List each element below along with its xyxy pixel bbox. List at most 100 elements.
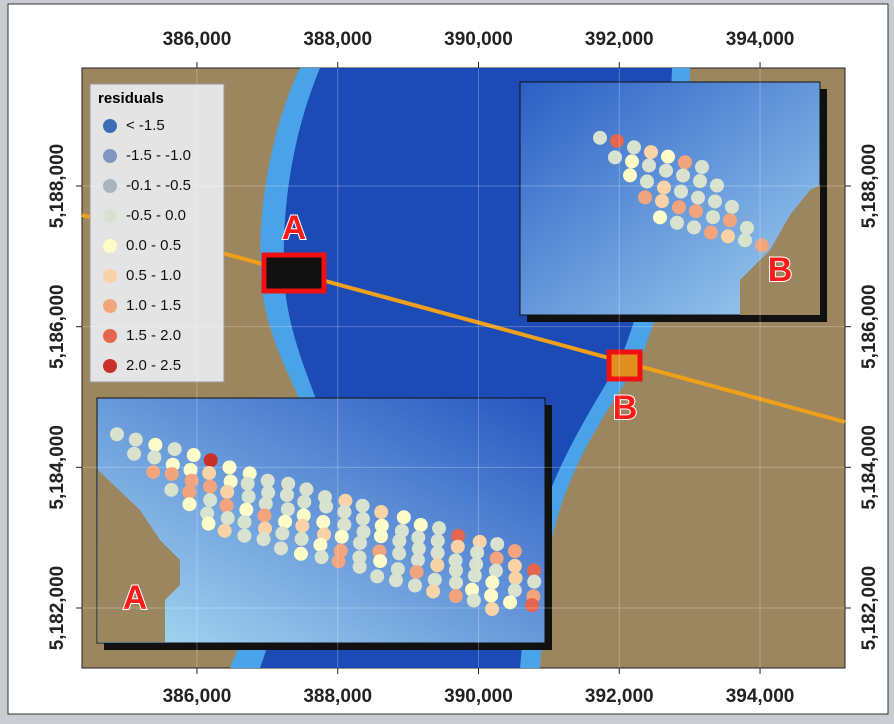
x-tick-label: 386,000 (163, 29, 232, 50)
legend-swatch (103, 119, 117, 133)
residual-point (627, 140, 641, 154)
residual-point (408, 578, 422, 592)
residual-point (432, 521, 446, 535)
residual-point (221, 511, 235, 525)
residual-point (168, 442, 182, 456)
legend-swatch (103, 359, 117, 373)
residual-point (672, 200, 686, 214)
inset-label: A (123, 579, 148, 617)
residual-point (623, 168, 637, 182)
legend-label: 2.0 - 2.5 (126, 357, 181, 374)
residual-point (353, 536, 367, 550)
residual-point (527, 575, 541, 589)
residual-point (110, 427, 124, 441)
residual-point (201, 517, 215, 531)
x-tick-label: 394,000 (726, 29, 795, 50)
site-box (264, 255, 324, 291)
residual-point (449, 563, 463, 577)
legend-label: -0.5 - 0.0 (126, 207, 186, 224)
residual-point (239, 503, 253, 517)
residual-point (723, 213, 737, 227)
residual-point (468, 569, 482, 583)
residual-point (659, 164, 673, 178)
residual-point (451, 540, 465, 554)
residual-point (257, 509, 271, 523)
y-tick-label: 5,184,000 (47, 425, 68, 510)
legend-swatch (103, 209, 117, 223)
x-tick-label: 386,000 (163, 686, 232, 707)
legend-swatch (103, 239, 117, 253)
residual-point (484, 589, 498, 603)
legend-label: 1.5 - 2.0 (126, 327, 181, 344)
residual-point (335, 530, 349, 544)
residual-point (353, 560, 367, 574)
residual-point (508, 544, 522, 558)
residual-point (653, 210, 667, 224)
residual-point (313, 538, 327, 552)
residual-point (655, 194, 669, 208)
residual-point (642, 158, 656, 172)
residual-point (220, 485, 234, 499)
residual-point (165, 467, 179, 481)
residual-point (430, 558, 444, 572)
residual-point (740, 221, 754, 235)
residual-point (332, 554, 346, 568)
residual-point (237, 529, 251, 543)
residual-point (426, 584, 440, 598)
residual-point (695, 160, 709, 174)
residual-point (275, 526, 289, 540)
residual-point (725, 200, 739, 214)
residual-point (129, 433, 143, 447)
residual-point (509, 571, 523, 585)
residual-point (203, 480, 217, 494)
residual-point (638, 190, 652, 204)
residual-point (373, 554, 387, 568)
residual-point (625, 154, 639, 168)
residual-point (755, 238, 769, 252)
x-tick-label: 390,000 (444, 29, 513, 50)
residual-point (370, 569, 384, 583)
residual-point (389, 573, 403, 587)
residual-point (182, 485, 196, 499)
residual-point (449, 576, 463, 590)
y-tick-label: 5,188,000 (47, 144, 68, 229)
residual-point (411, 553, 425, 567)
legend-swatch (103, 179, 117, 193)
residual-point (294, 547, 308, 561)
legend-swatch (103, 269, 117, 283)
residual-point (657, 181, 671, 195)
residual-point (674, 185, 688, 199)
residual-point (503, 595, 517, 609)
residual-point (485, 602, 499, 616)
residual-point (259, 497, 273, 511)
residual-point (297, 495, 311, 509)
residual-point (237, 515, 251, 529)
residual-point (610, 134, 624, 148)
y-tick-label: 5,188,000 (859, 144, 880, 229)
x-tick-label: 388,000 (303, 29, 372, 50)
residual-point (678, 155, 692, 169)
residual-point (203, 493, 217, 507)
residual-point (508, 559, 522, 573)
residual-point (281, 502, 295, 516)
residual-point (508, 583, 522, 597)
legend-label: 0.0 - 0.5 (126, 237, 181, 254)
site-label: B (613, 389, 638, 427)
residual-point (182, 497, 196, 511)
residual-point (295, 519, 309, 533)
residual-point (356, 512, 370, 526)
legend-swatch (103, 149, 117, 163)
residual-point (147, 450, 161, 464)
residual-point (337, 505, 351, 519)
residual-point (706, 210, 720, 224)
y-tick-label: 5,186,000 (859, 284, 880, 369)
y-tick-label: 5,184,000 (859, 425, 880, 510)
residual-point (316, 515, 330, 529)
residual-point (315, 550, 329, 564)
residual-point (397, 510, 411, 524)
residual-point (278, 515, 292, 529)
residual-point (414, 518, 428, 532)
residual-point (202, 466, 216, 480)
residual-point (593, 131, 607, 145)
legend-title: residuals (98, 90, 164, 107)
